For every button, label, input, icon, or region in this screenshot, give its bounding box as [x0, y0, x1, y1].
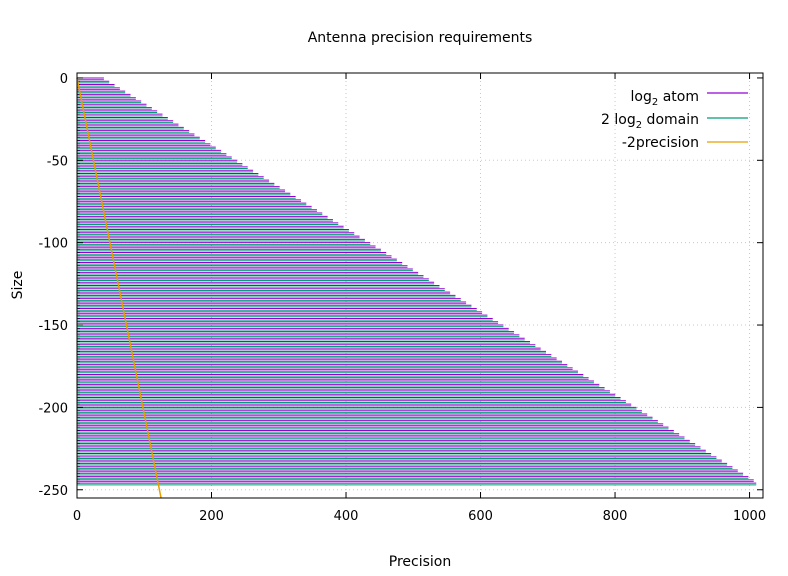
x-tick-label: 600 — [468, 509, 493, 524]
x-tick-label: 400 — [334, 509, 359, 524]
legend: log2 atom 2 log2 domain -2precision — [601, 89, 748, 151]
y-tick-label: -100 — [38, 237, 68, 252]
y-tick-label: -200 — [38, 401, 68, 416]
y-tick-label: 0 — [60, 72, 68, 87]
plot-border — [76, 72, 764, 499]
x-tick-label: 800 — [603, 509, 628, 524]
chart-title: Antenna precision requirements — [308, 30, 533, 46]
y-axis-label: Size — [10, 271, 26, 300]
x-tick-label: 0 — [73, 509, 81, 524]
legend-label-2log2-domain: 2 log2 domain — [601, 112, 699, 131]
x-axis-label: Precision — [389, 554, 451, 570]
y-tick-label: -250 — [38, 484, 68, 499]
axis-ticks: 0 200 400 600 800 1000 0 -50 -100 -150 -200 -250 — [38, 72, 766, 524]
x-tick-label: 200 — [199, 509, 224, 524]
y-tick-label: -150 — [38, 319, 68, 334]
2precision-line — [76, 77, 162, 499]
legend-label-log2-atom: log2 atom — [631, 89, 699, 108]
y-tick-label: -50 — [47, 154, 68, 169]
legend-label-2precision: -2precision — [622, 135, 699, 151]
plot-area — [76, 77, 757, 499]
x-tick-label: 1000 — [733, 509, 766, 524]
